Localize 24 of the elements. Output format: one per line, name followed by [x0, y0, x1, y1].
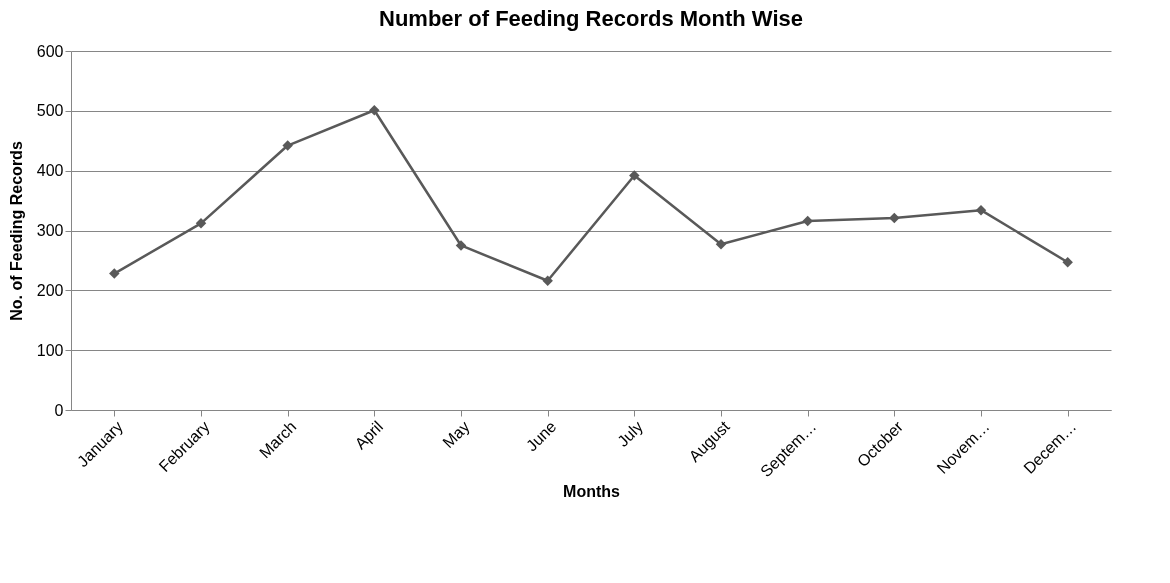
point — [629, 170, 640, 181]
point — [1062, 256, 1073, 268]
x-tick-label: July — [614, 417, 647, 450]
point — [195, 218, 207, 229]
point — [282, 140, 293, 151]
point — [542, 275, 553, 286]
point — [455, 240, 467, 251]
y-tick-label: 500 — [36, 102, 64, 120]
y-tick-label: 0 — [54, 401, 64, 419]
point — [715, 239, 727, 250]
x-axis-title: Months — [563, 483, 621, 501]
point — [369, 104, 380, 116]
y-axis-title: No. of Feeding Records — [7, 141, 25, 321]
y-tick-label: 100 — [36, 341, 64, 359]
point — [109, 268, 120, 279]
chart-title: Number of Feeding Records Month Wise — [379, 6, 803, 31]
y-tick-label: 200 — [36, 281, 64, 299]
y-tick-label: 400 — [36, 162, 64, 180]
x-tick-label: May — [439, 417, 473, 452]
point — [975, 204, 987, 216]
point — [802, 215, 813, 227]
y-tick-label: 600 — [36, 42, 64, 60]
y-tick-label: 300 — [36, 222, 64, 239]
point — [889, 212, 900, 224]
